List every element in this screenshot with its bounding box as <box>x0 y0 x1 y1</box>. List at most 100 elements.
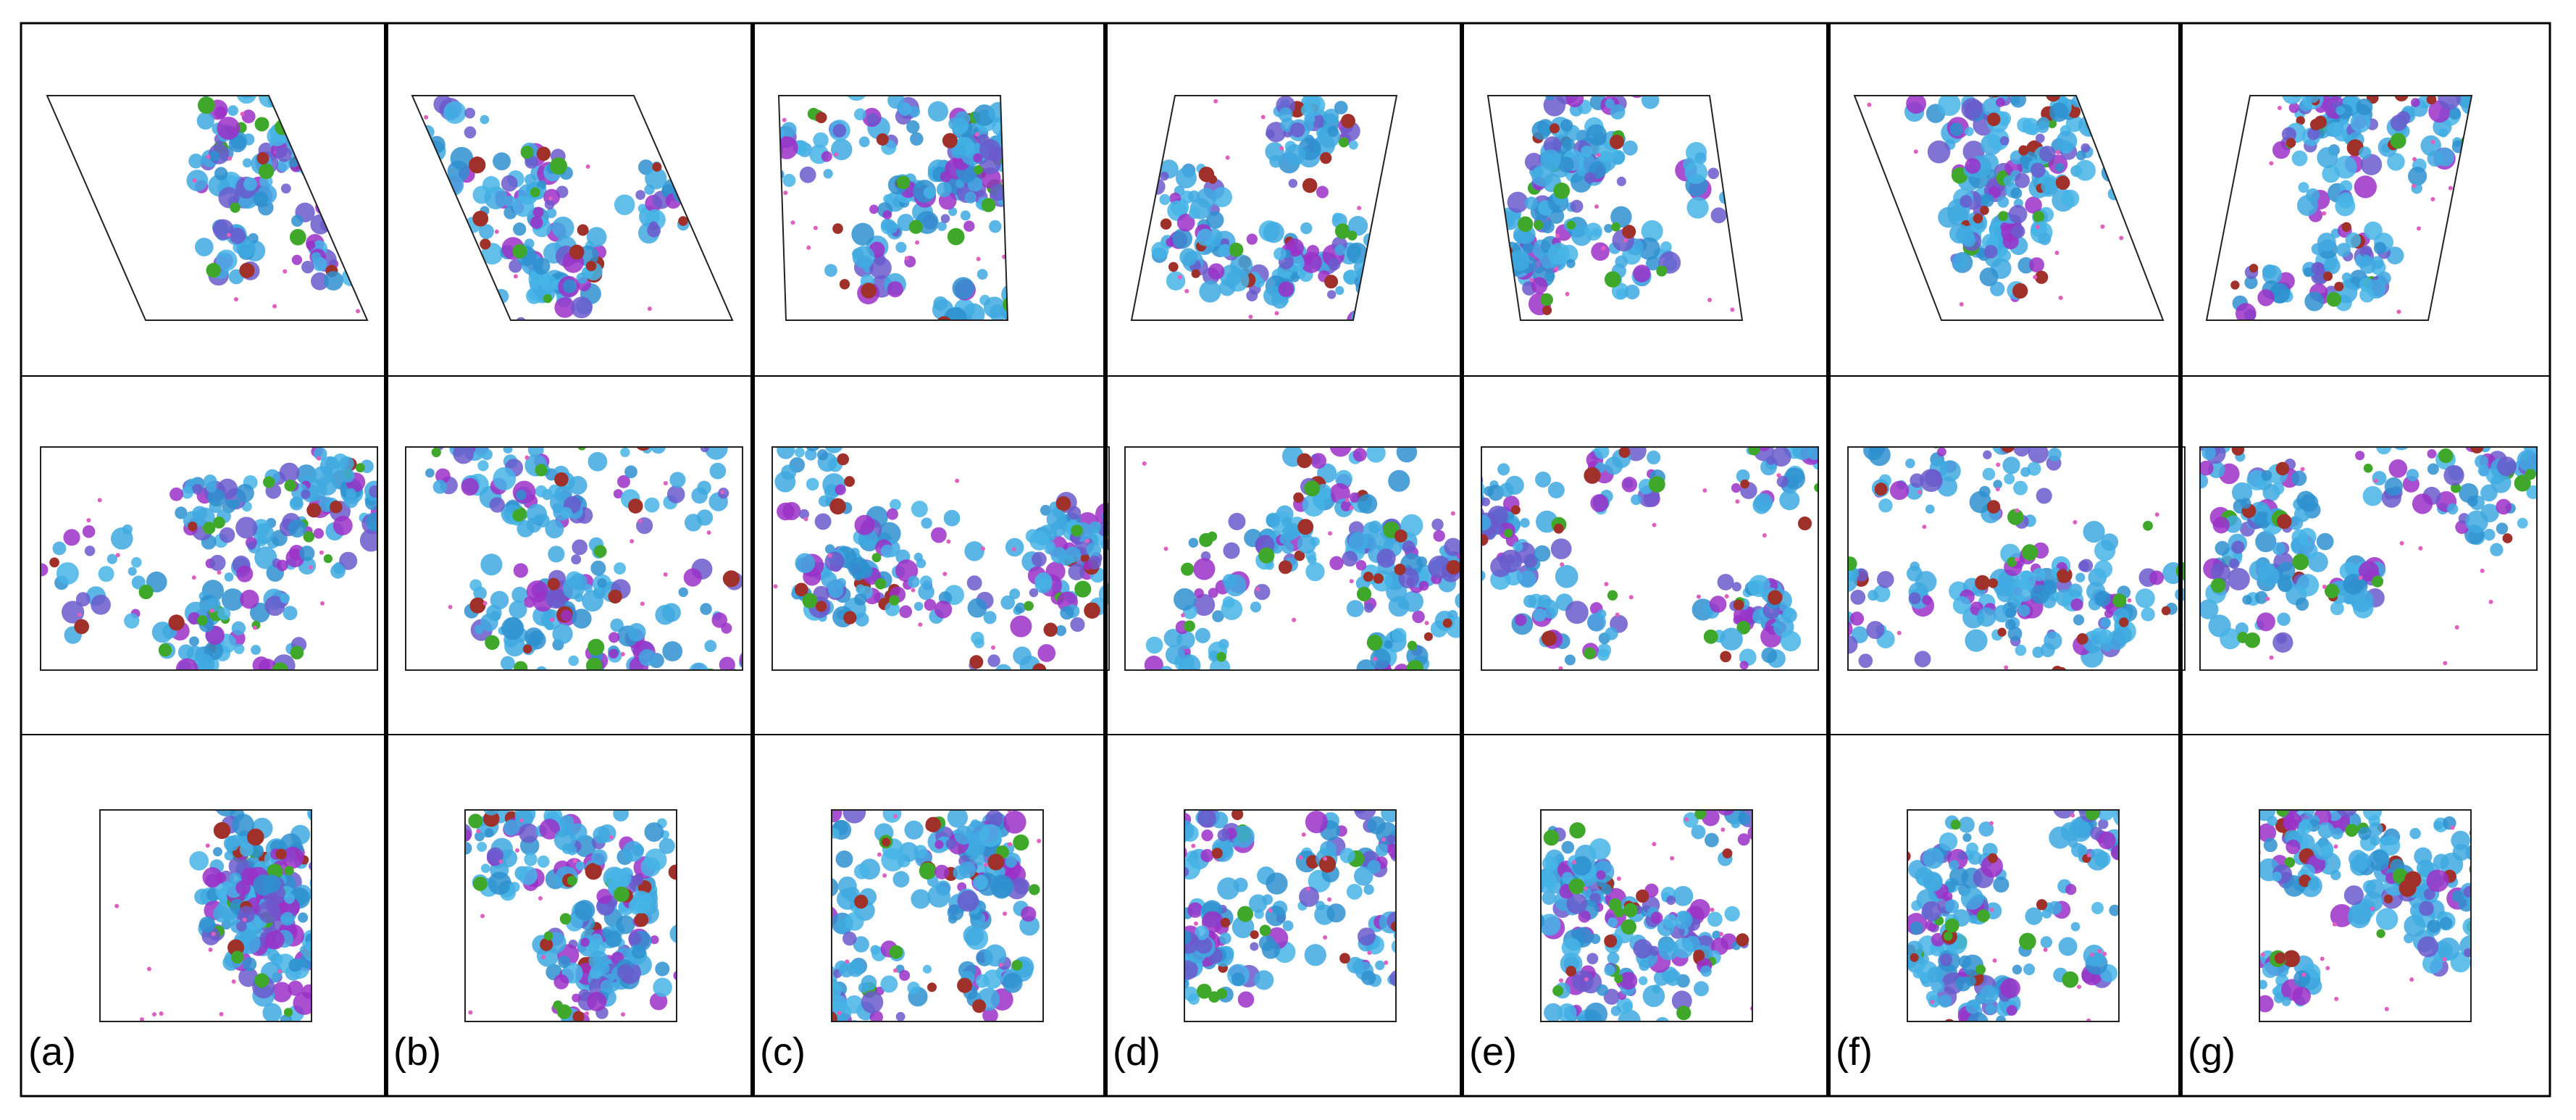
particle <box>2083 115 2105 137</box>
particle <box>2470 447 2484 454</box>
particle <box>2502 533 2513 543</box>
particle <box>2101 163 2120 183</box>
particle <box>2394 96 2409 102</box>
particle <box>577 224 589 236</box>
particle <box>1218 243 1232 257</box>
particle <box>1961 98 1983 120</box>
particle <box>452 219 468 235</box>
particle <box>1531 120 1551 141</box>
particle <box>1165 645 1185 665</box>
particle <box>1571 970 1594 992</box>
particle <box>1068 563 1085 581</box>
particle <box>1541 870 1557 893</box>
particle <box>577 447 587 451</box>
cell-outline <box>405 446 743 671</box>
particle <box>794 902 808 916</box>
particle <box>1284 144 1306 166</box>
particle <box>722 570 740 588</box>
particle <box>16 198 28 210</box>
particle <box>832 982 842 999</box>
particle <box>49 557 59 568</box>
molecules <box>1481 447 1818 670</box>
particle <box>75 203 85 214</box>
particle <box>1849 611 1865 626</box>
particle <box>2259 566 2280 587</box>
particle <box>1316 127 1327 138</box>
particle <box>2040 936 2053 948</box>
particle <box>1278 107 1293 122</box>
particle <box>299 157 319 178</box>
particle <box>878 522 901 546</box>
particle <box>1021 906 1037 922</box>
particle <box>1597 984 1608 996</box>
particle <box>1003 973 1023 993</box>
particle <box>570 296 593 319</box>
particle <box>472 210 489 227</box>
ion <box>1707 298 1713 303</box>
particle <box>2272 632 2293 653</box>
particle <box>1720 651 1731 663</box>
particle <box>1543 136 1562 154</box>
particle <box>1186 762 1196 772</box>
particle <box>1295 409 1316 431</box>
particle <box>1975 574 1991 590</box>
particle <box>845 995 863 1014</box>
particle <box>2210 577 2226 593</box>
particle <box>963 925 984 946</box>
ion <box>1084 538 1090 543</box>
particle <box>1171 228 1192 249</box>
particle <box>314 109 335 130</box>
particle <box>2334 790 2349 805</box>
particle <box>719 656 735 670</box>
particle <box>1327 794 1337 804</box>
particle <box>247 541 256 551</box>
particle <box>1985 79 2002 96</box>
cell-outline <box>1853 95 2165 321</box>
particle <box>1731 482 1741 493</box>
particle <box>1894 912 1905 923</box>
particle <box>1736 933 1749 947</box>
particle <box>1637 237 1660 260</box>
particle <box>1300 222 1313 235</box>
ion <box>217 570 222 575</box>
particle <box>2359 785 2376 802</box>
particle <box>1502 325 1518 340</box>
particle <box>369 485 377 498</box>
particle <box>803 932 814 943</box>
particle <box>1810 606 1823 619</box>
particle <box>170 487 183 501</box>
particle <box>2324 791 2341 808</box>
particle <box>973 853 986 866</box>
particle <box>253 523 275 545</box>
particle <box>1258 547 1275 564</box>
ion <box>2480 568 2485 573</box>
particle <box>168 614 185 631</box>
particle <box>2244 632 2261 648</box>
particle <box>1266 872 1288 895</box>
particle <box>885 221 898 234</box>
particle <box>2254 511 2272 529</box>
particle <box>984 944 1007 967</box>
particle <box>1982 467 1996 481</box>
molecules <box>1860 79 2149 307</box>
particle <box>293 991 311 1015</box>
particle <box>1910 922 1923 935</box>
particle <box>1302 493 1326 517</box>
particle <box>790 817 799 827</box>
ion <box>1601 246 1606 251</box>
particle <box>435 212 446 224</box>
ion <box>783 191 788 196</box>
particle <box>1757 196 1779 218</box>
particle <box>687 96 699 100</box>
ion <box>1388 235 1393 241</box>
particle <box>638 648 656 666</box>
particle <box>960 210 971 221</box>
particle <box>1379 254 1397 276</box>
ion <box>1652 522 1657 527</box>
particle <box>2360 154 2383 175</box>
particle <box>1412 610 1425 624</box>
particle <box>1968 914 1978 924</box>
particle <box>2286 839 2301 855</box>
particle <box>468 814 483 829</box>
ion <box>1913 149 1918 154</box>
